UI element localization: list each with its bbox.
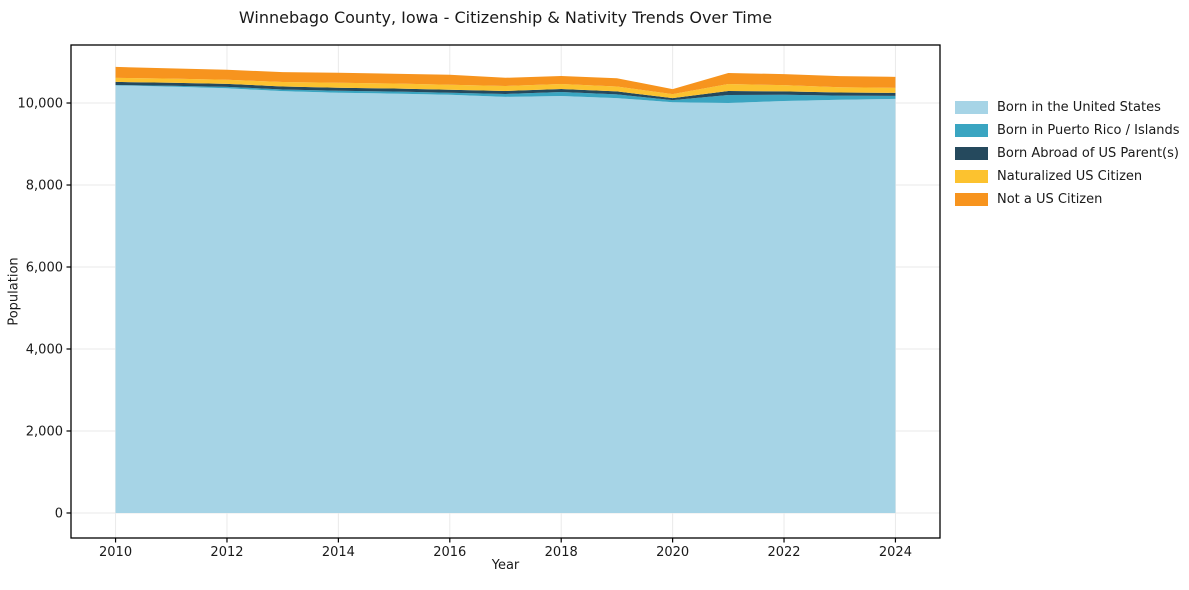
legend-label: Born in the United States xyxy=(997,100,1161,115)
y-tick-label: 10,000 xyxy=(18,97,64,112)
legend-entry: Born Abroad of US Parent(s) xyxy=(955,146,1180,161)
legend-swatch xyxy=(955,124,988,137)
x-tick-label: 2024 xyxy=(879,545,912,560)
legend-entry: Born in Puerto Rico / Islands xyxy=(955,123,1180,138)
y-tick-label: 6,000 xyxy=(26,261,63,276)
x-tick-label: 2014 xyxy=(322,545,355,560)
x-tick-label: 2010 xyxy=(99,545,132,560)
legend-label: Born Abroad of US Parent(s) xyxy=(997,146,1179,161)
x-tick-label: 2016 xyxy=(433,545,466,560)
y-tick-label: 2,000 xyxy=(26,424,63,439)
chart-title: Winnebago County, Iowa - Citizenship & N… xyxy=(238,8,773,27)
plot-border xyxy=(70,44,941,539)
area-series xyxy=(115,85,896,513)
x-tick-label: 2020 xyxy=(656,545,689,560)
legend-entry: Born in the United States xyxy=(955,100,1180,115)
y-tick-label: 4,000 xyxy=(26,342,63,357)
x-tick-label: 2018 xyxy=(545,545,578,560)
legend-swatch xyxy=(955,147,988,160)
area-series xyxy=(115,66,896,95)
legend-swatch xyxy=(955,101,988,114)
x-tick-label: 2022 xyxy=(767,545,800,560)
legend-entry: Not a US Citizen xyxy=(955,192,1180,207)
area-series xyxy=(115,81,896,101)
y-axis-label: Population xyxy=(6,257,22,326)
y-tick-label: 8,000 xyxy=(26,179,63,194)
legend-label: Born in Puerto Rico / Islands xyxy=(997,123,1180,138)
legend-entry: Naturalized US Citizen xyxy=(955,169,1180,184)
x-tick-label: 2012 xyxy=(210,545,243,560)
area-series xyxy=(115,77,896,99)
legend-swatch xyxy=(955,170,988,183)
legend: Born in the United States Born in Puerto … xyxy=(955,100,1180,207)
legend-label: Naturalized US Citizen xyxy=(997,169,1143,184)
legend-label: Not a US Citizen xyxy=(997,192,1103,207)
y-tick-label: 0 xyxy=(55,506,63,521)
legend-swatch xyxy=(955,193,988,206)
x-axis-label: Year xyxy=(491,558,520,573)
